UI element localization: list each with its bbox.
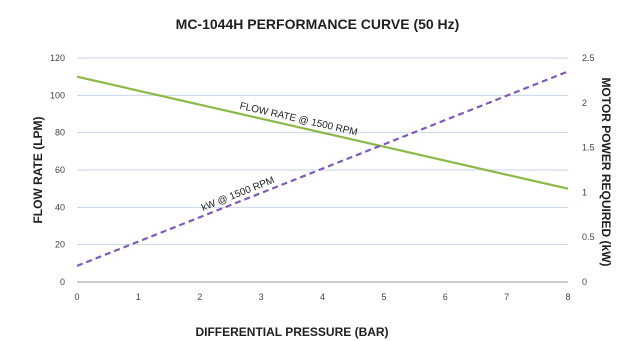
y-left-axis-title: FLOW RATE (LPM) [31,116,45,223]
y-left-tick-label: 60 [55,165,65,175]
x-tick-label: 0 [74,292,79,302]
y-right-tick-label: 2 [582,98,587,108]
kw-line [76,70,569,267]
chart-title: MC-1044H PERFORMANCE CURVE (50 Hz) [175,16,460,32]
y-left-tick-label: 100 [50,90,65,100]
x-tick-label: 8 [565,292,570,302]
y-left-tick-label: 40 [55,202,65,212]
y-right-tick-label: 0.5 [582,232,595,242]
flow-rate-line [76,75,569,190]
x-tick-label: 6 [443,292,448,302]
grid-layer [77,57,568,283]
axis-layer: 0 20 40 60 80 100 120 0 0.5 1 1.5 2 2.5 0 1 2 3 4 5 6 7 8 [50,53,595,302]
x-tick-label: 4 [320,292,325,302]
y-right-tick-label: 1.5 [582,143,595,153]
x-tick-label: 2 [197,292,202,302]
kw-series-label: kW @ 1500 RPM [200,175,276,214]
x-tick-label: 7 [504,292,509,302]
y-right-tick-label: 0 [582,277,587,287]
x-tick-label: 1 [136,292,141,302]
y-right-tick-label: 2.5 [582,53,595,63]
y-left-tick-label: 120 [50,53,65,63]
x-tick-label: 5 [381,292,386,302]
y-left-tick-label: 80 [55,128,65,138]
y-right-axis-title: MOTOR POWER REQUIRED (kW) [599,77,613,266]
y-right-tick-label: 1 [582,187,587,197]
y-left-tick-label: 0 [60,277,65,287]
y-left-tick-label: 20 [55,240,65,250]
x-axis-title: DIFFERENTIAL PRESSURE (BAR) [195,325,388,339]
x-tick-label: 3 [259,292,264,302]
